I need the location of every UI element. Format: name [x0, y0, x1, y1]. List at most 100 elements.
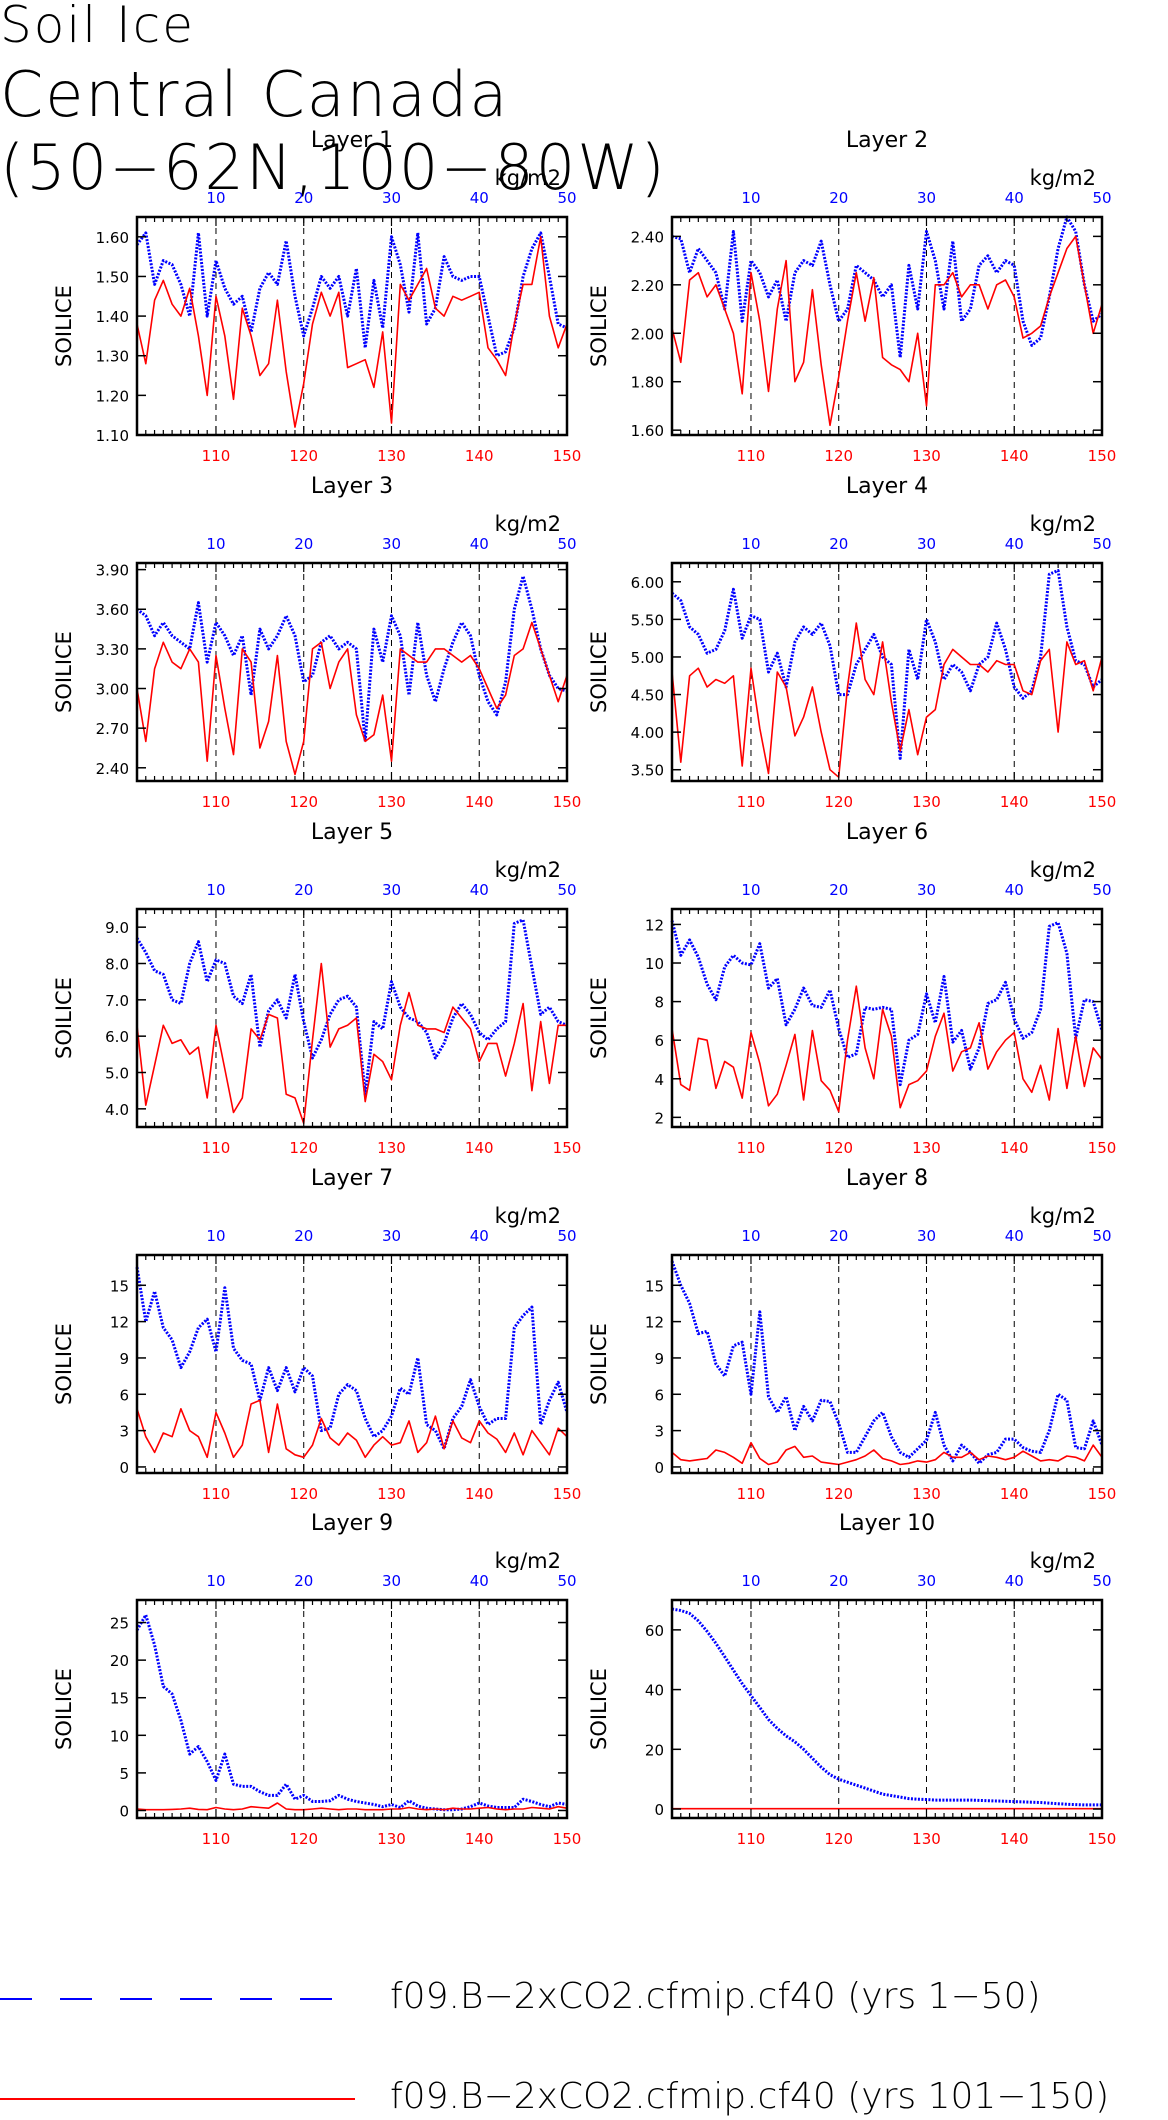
panel-title: Layer 2: [846, 128, 928, 153]
x-tick-label-top: 10: [206, 535, 225, 553]
panel-title: Layer 6: [846, 820, 928, 845]
y-axis-label: SOILICE: [587, 977, 611, 1059]
y-tick-label: 15: [110, 1277, 129, 1295]
x-tick-label-top: 20: [829, 535, 848, 553]
y-tick-label: 3: [119, 1423, 129, 1441]
x-tick-label-top: 20: [294, 1227, 313, 1245]
y-tick-label: 3.60: [96, 601, 129, 619]
y-tick-label: 40: [645, 1682, 664, 1700]
y-tick-label: 1.40: [96, 308, 129, 326]
y-tick-label: 1.20: [96, 387, 129, 405]
top-axis-label: kg/m2: [1030, 166, 1096, 190]
y-tick-label: 2.40: [631, 228, 664, 246]
series-line-b: [136, 621, 568, 776]
x-tick-label-bottom: 140: [465, 447, 494, 465]
y-tick-label: 9.0: [105, 919, 129, 937]
x-tick-label-bottom: 120: [289, 1139, 318, 1157]
y-tick-label: 1.60: [96, 229, 129, 247]
chart-panel-7: Layer 7 kg/m2 SOILICE 0 3 6 9 12 15 110 120 130 140 1…: [52, 1166, 581, 1503]
y-tick-label: 60: [645, 1622, 664, 1640]
y-tick-label: 6: [119, 1386, 129, 1404]
series-line-b: [136, 1802, 568, 1811]
x-tick-label-bottom: 140: [465, 793, 494, 811]
chart-panel-2: Layer 2 kg/m2 SOILICE 1.60 1.80 2.00 2.20 2.40 1…: [587, 128, 1116, 465]
panel-title: Layer 10: [839, 1511, 935, 1536]
x-tick-label-bottom: 150: [1088, 1830, 1117, 1848]
x-tick-label-bottom: 140: [465, 1485, 494, 1503]
plot-frame: [135, 1253, 569, 1475]
chart-panel-10: Layer 10 kg/m2 SOILICE 0 20 40 60 110 120 130 140 1…: [587, 1511, 1116, 1848]
x-tick-label-top: 30: [382, 881, 401, 899]
x-tick-label-top: 40: [470, 1227, 489, 1245]
y-tick-label: 3.90: [96, 562, 129, 580]
x-tick-label-top: 50: [557, 1572, 576, 1590]
series-line-a: [135, 1613, 568, 1812]
y-tick-label: 6: [654, 1032, 664, 1050]
series-line-b: [671, 1441, 1103, 1466]
y-tick-label: 3.00: [96, 681, 129, 699]
plot-frame: [135, 561, 569, 783]
series-line-a: [135, 231, 568, 358]
panel-title: Layer 7: [311, 1166, 393, 1191]
x-tick-label-bottom: 110: [737, 1485, 766, 1503]
y-tick-label: 25: [110, 1615, 129, 1633]
y-tick-label: 12: [645, 916, 664, 934]
x-tick-label-bottom: 120: [824, 1830, 853, 1848]
y-axis-label: SOILICE: [52, 977, 76, 1059]
y-tick-label: 10: [645, 955, 664, 973]
chart-panel-6: Layer 6 kg/m2 SOILICE 2 4 6 8 10 12 110 120 130 140 1…: [587, 820, 1116, 1157]
x-tick-label-bottom: 110: [202, 1485, 231, 1503]
plot-frame: [135, 907, 569, 1129]
series-line-a: [135, 1266, 569, 1451]
x-tick-label-top: 30: [382, 535, 401, 553]
x-tick-label-top: 50: [557, 189, 576, 207]
series-line-b: [136, 236, 568, 428]
y-tick-label: 0: [654, 1801, 664, 1819]
top-axis-label: kg/m2: [1030, 1549, 1096, 1573]
y-tick-label: 9: [654, 1350, 664, 1368]
x-tick-label-bottom: 110: [202, 793, 231, 811]
x-tick-label-top: 20: [294, 535, 313, 553]
y-tick-label: 4.00: [631, 724, 664, 742]
x-tick-label-bottom: 140: [1000, 447, 1029, 465]
x-tick-label-bottom: 140: [465, 1139, 494, 1157]
x-tick-label-top: 10: [206, 881, 225, 899]
x-tick-label-bottom: 130: [912, 447, 941, 465]
series-line-b: [136, 1399, 568, 1459]
y-tick-label: 6.0: [105, 1028, 129, 1046]
y-tick-label: 6.00: [631, 574, 664, 592]
top-axis-label: kg/m2: [495, 512, 561, 536]
plot-frame: [135, 1598, 569, 1820]
y-tick-label: 5.0: [105, 1065, 129, 1083]
x-tick-label-bottom: 140: [1000, 1830, 1029, 1848]
x-tick-label-bottom: 130: [377, 1485, 406, 1503]
y-tick-label: 9: [119, 1350, 129, 1368]
x-tick-label-top: 10: [206, 1227, 225, 1245]
x-tick-label-top: 40: [470, 189, 489, 207]
plot-frame: [135, 215, 569, 437]
panel-title: Layer 8: [846, 1166, 928, 1191]
y-tick-label: 12: [110, 1314, 129, 1332]
x-tick-label-top: 40: [1005, 535, 1024, 553]
y-tick-label: 1.10: [96, 427, 129, 445]
x-tick-label-bottom: 110: [737, 1139, 766, 1157]
y-axis-label: SOILICE: [587, 1668, 611, 1750]
x-tick-label-top: 50: [557, 881, 576, 899]
x-tick-label-bottom: 110: [737, 447, 766, 465]
x-tick-label-bottom: 140: [465, 1830, 494, 1848]
x-tick-label-top: 10: [741, 1227, 760, 1245]
y-tick-label: 20: [645, 1741, 664, 1759]
y-tick-label: 3.50: [631, 762, 664, 780]
y-tick-label: 8.0: [105, 956, 129, 974]
x-tick-label-top: 10: [741, 1572, 760, 1590]
y-tick-label: 12: [645, 1314, 664, 1332]
y-tick-label: 5.50: [631, 611, 664, 629]
x-tick-label-bottom: 120: [289, 1485, 318, 1503]
top-axis-label: kg/m2: [495, 858, 561, 882]
plot-frame: [670, 561, 1104, 783]
x-tick-label-bottom: 130: [912, 1830, 941, 1848]
chart-panel-5: Layer 5 kg/m2 SOILICE 4.0 5.0 6.0 7.0 8.0 9.0 110…: [52, 820, 581, 1157]
x-tick-label-top: 30: [917, 1572, 936, 1590]
y-tick-label: 2.70: [96, 720, 129, 738]
x-tick-label-top: 30: [382, 1572, 401, 1590]
